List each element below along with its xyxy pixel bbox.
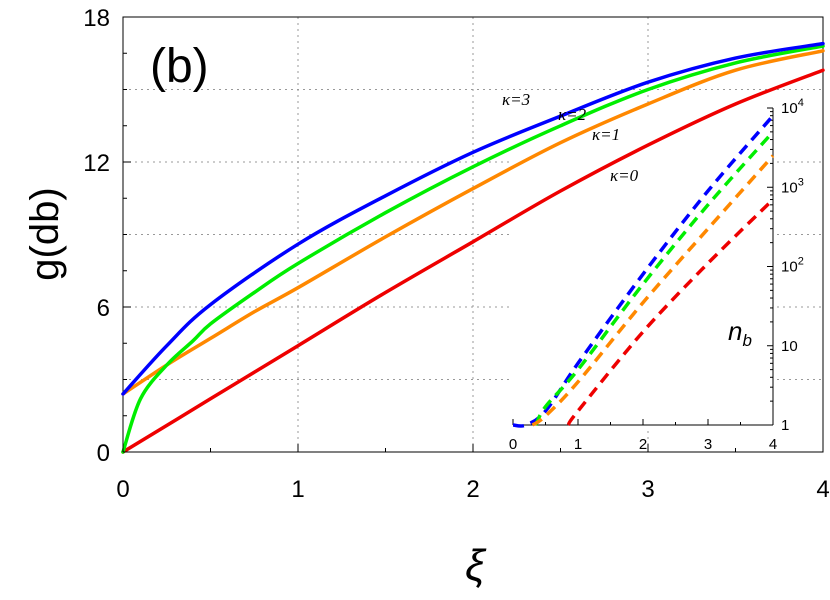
inset-x-tick-label: 0	[509, 436, 517, 453]
inset-backdrop	[509, 104, 777, 429]
annotation-kappa-2: κ=2	[558, 105, 587, 124]
series-kappa-0-line	[121, 68, 825, 454]
x-tick-label: 4	[816, 476, 829, 503]
y-tick-label: 18	[83, 5, 110, 32]
inset-series-green	[534, 130, 775, 426]
inset-series-orange	[531, 154, 775, 427]
inset-y-tick-label: 1	[781, 417, 789, 434]
inset-x-tick-label: 2	[639, 436, 647, 453]
y-axis-label: g(db)	[23, 187, 67, 280]
series-kappa-1-line	[121, 49, 825, 396]
x-tick-label: 2	[466, 476, 479, 503]
y-axis-label-group: g(db)	[23, 187, 67, 280]
y-tick-label: 12	[83, 150, 110, 177]
series-kappa-3-line	[121, 41, 825, 396]
x-tick-label: 1	[291, 476, 304, 503]
inset-x-tick-label: 4	[769, 436, 777, 453]
x-tick-label: 0	[116, 476, 129, 503]
series-kappa-2-line	[121, 44, 825, 454]
inset-x-tick-label: 1	[574, 436, 582, 453]
inset-y-tick-label: 10	[781, 338, 798, 355]
inset-y-tick-label: 104	[781, 97, 804, 117]
annotation-kappa-0: κ=0	[610, 166, 639, 185]
annotation-kappa-1: κ=1	[592, 125, 620, 144]
inset-x-tick-label: 3	[704, 436, 712, 453]
inset-series-blue	[512, 114, 775, 428]
x-axis-label: ξ	[465, 541, 487, 590]
inset-background	[509, 104, 777, 429]
inset-series-red	[566, 198, 775, 426]
main-series-lines	[121, 41, 825, 454]
annotation-kappa-3: κ=3	[502, 90, 530, 109]
inset-y-tick-label: 103	[781, 176, 804, 196]
y-tick-label: 0	[97, 440, 110, 467]
y-tick-label: 6	[97, 295, 110, 322]
inset-y-tick-label: 102	[781, 256, 804, 276]
x-tick-label: 3	[641, 476, 654, 503]
panel-label: (b)	[150, 40, 209, 93]
